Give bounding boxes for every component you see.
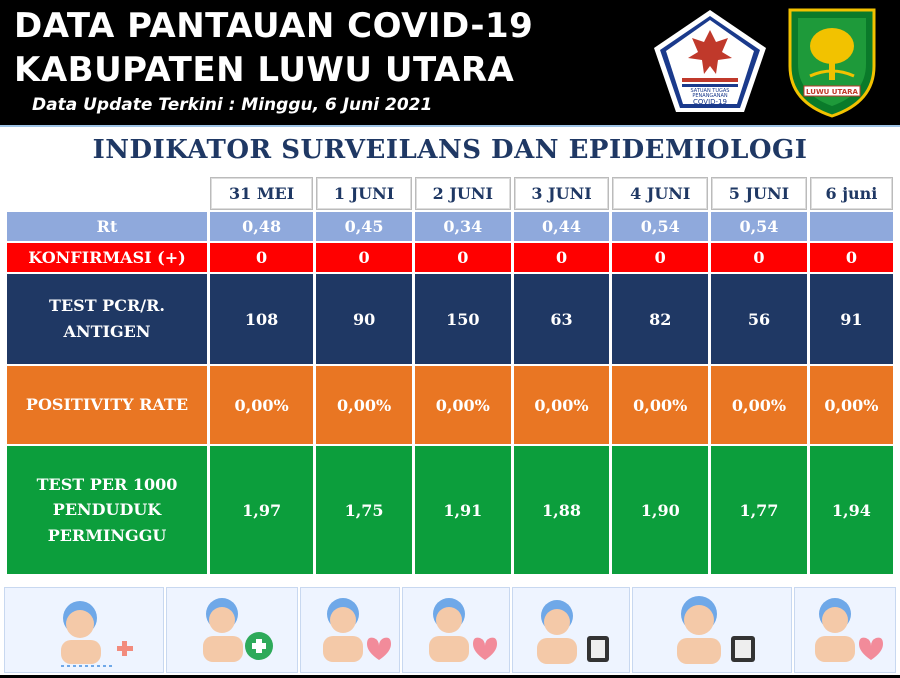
date-header: 5 JUNI xyxy=(711,177,807,210)
luwu-utara-logo-icon: LUWU UTARA xyxy=(788,8,876,118)
test-per-1000-value: 1,97 xyxy=(210,446,314,574)
date-header: 4 JUNI xyxy=(612,177,709,210)
satgas-covid-logo-icon: SATUAN TUGAS PENANGANAN COVID-19 xyxy=(654,10,766,112)
rt-value xyxy=(809,212,893,241)
test-per-1000-value: 1,77 xyxy=(711,446,807,574)
logo-luwu-text: LUWU UTARA xyxy=(806,88,858,96)
rt-value: 0,54 xyxy=(612,212,709,241)
konfirmasi-value: 0 xyxy=(513,243,610,272)
header-corner xyxy=(7,177,207,210)
patient-heart-icon xyxy=(300,587,400,673)
row-label-line: TEST PCR/R. xyxy=(49,296,165,316)
test-per-1000-value: 1,91 xyxy=(414,446,511,574)
test-per-1000-value: 1,90 xyxy=(612,446,709,574)
row-label-line: TEST PER 1000 xyxy=(36,474,178,494)
indicator-table: 31 MEI 1 JUNI 2 JUNI 3 JUNI 4 JUNI 5 JUN… xyxy=(4,175,896,576)
rt-value: 0,45 xyxy=(316,212,412,241)
patient-plus-icon xyxy=(4,587,164,673)
konfirmasi-value: 0 xyxy=(612,243,709,272)
row-label: Rt xyxy=(7,212,207,241)
title-line-1: DATA PANTAUAN COVID-19 xyxy=(14,6,534,46)
row-label: TEST PER 1000 PENDUDUK PERMINGGU xyxy=(7,446,207,574)
panel-title: INDIKATOR SURVEILANS DAN EPIDEMIOLOGI xyxy=(92,135,808,165)
konfirmasi-value: 0 xyxy=(210,243,314,272)
row-label-line: ANTIGEN xyxy=(63,322,151,341)
logo-text-3: COVID-19 xyxy=(693,98,727,106)
row-label-line: PENDUDUK xyxy=(52,500,162,520)
positivity-value: 0,00% xyxy=(513,366,610,444)
konfirmasi-value: 0 xyxy=(809,243,893,272)
logo-text-1: SATUAN TUGAS xyxy=(691,88,730,94)
positivity-rate-row: POSITIVITY RATE 0,00% 0,00% 0,00% 0,00% … xyxy=(7,366,893,444)
pcr-value: 63 xyxy=(513,274,610,364)
date-header: 31 MEI xyxy=(210,177,314,210)
date-header-row: 31 MEI 1 JUNI 2 JUNI 3 JUNI 4 JUNI 5 JUN… xyxy=(7,177,893,210)
update-subtitle: Data Update Terkini : Minggu, 6 Juni 202… xyxy=(32,95,433,115)
patient-heart-icon xyxy=(402,587,510,673)
row-label: POSITIVITY RATE xyxy=(7,366,207,444)
pcr-value: 150 xyxy=(414,274,511,364)
icon-strip xyxy=(0,583,900,675)
rt-value: 0,44 xyxy=(513,212,610,241)
konfirmasi-value: 0 xyxy=(414,243,511,272)
row-label: KONFIRMASI (+) xyxy=(7,243,207,272)
patient-heart-icon xyxy=(794,587,896,673)
rt-value: 0,54 xyxy=(711,212,807,241)
rt-value: 0,48 xyxy=(210,212,314,241)
positivity-value: 0,00% xyxy=(414,366,511,444)
pcr-value: 91 xyxy=(809,274,893,364)
konfirmasi-row: KONFIRMASI (+) 0 0 0 0 0 0 0 xyxy=(7,243,893,272)
konfirmasi-value: 0 xyxy=(711,243,807,272)
positivity-value: 0,00% xyxy=(316,366,412,444)
rt-value: 0,34 xyxy=(414,212,511,241)
patient-test-icon xyxy=(632,587,792,673)
positivity-value: 0,00% xyxy=(612,366,709,444)
pcr-value: 90 xyxy=(316,274,412,364)
indicator-panel: INDIKATOR SURVEILANS DAN EPIDEMIOLOGI 31… xyxy=(0,125,900,583)
logo-text-2: PENANGANAN xyxy=(692,93,728,99)
date-header: 6 juni xyxy=(809,177,893,210)
test-per-1000-value: 1,75 xyxy=(316,446,412,574)
date-header: 2 JUNI xyxy=(414,177,511,210)
pcr-value: 56 xyxy=(711,274,807,364)
konfirmasi-value: 0 xyxy=(316,243,412,272)
test-per-1000-value: 1,94 xyxy=(809,446,893,574)
test-per-1000-value: 1,88 xyxy=(513,446,610,574)
row-label-line: PERMINGGU xyxy=(47,525,167,545)
date-header: 1 JUNI xyxy=(316,177,412,210)
patient-cross-icon xyxy=(166,587,298,673)
date-header: 3 JUNI xyxy=(513,177,610,210)
row-label: TEST PCR/R. ANTIGEN xyxy=(7,274,207,364)
pcr-value: 82 xyxy=(612,274,709,364)
pcr-value: 108 xyxy=(210,274,314,364)
positivity-value: 0,00% xyxy=(210,366,314,444)
title-line-2: KABUPATEN LUWU UTARA xyxy=(14,50,515,90)
positivity-value: 0,00% xyxy=(809,366,893,444)
rt-row: Rt 0,48 0,45 0,34 0,44 0,54 0,54 xyxy=(7,212,893,241)
test-per-1000-row: TEST PER 1000 PENDUDUK PERMINGGU 1,97 1,… xyxy=(7,446,893,574)
test-pcr-row: TEST PCR/R. ANTIGEN 108 90 150 63 82 56 … xyxy=(7,274,893,364)
header: DATA PANTAUAN COVID-19 KABUPATEN LUWU UT… xyxy=(0,0,900,125)
positivity-value: 0,00% xyxy=(711,366,807,444)
patient-test-icon xyxy=(512,587,630,673)
